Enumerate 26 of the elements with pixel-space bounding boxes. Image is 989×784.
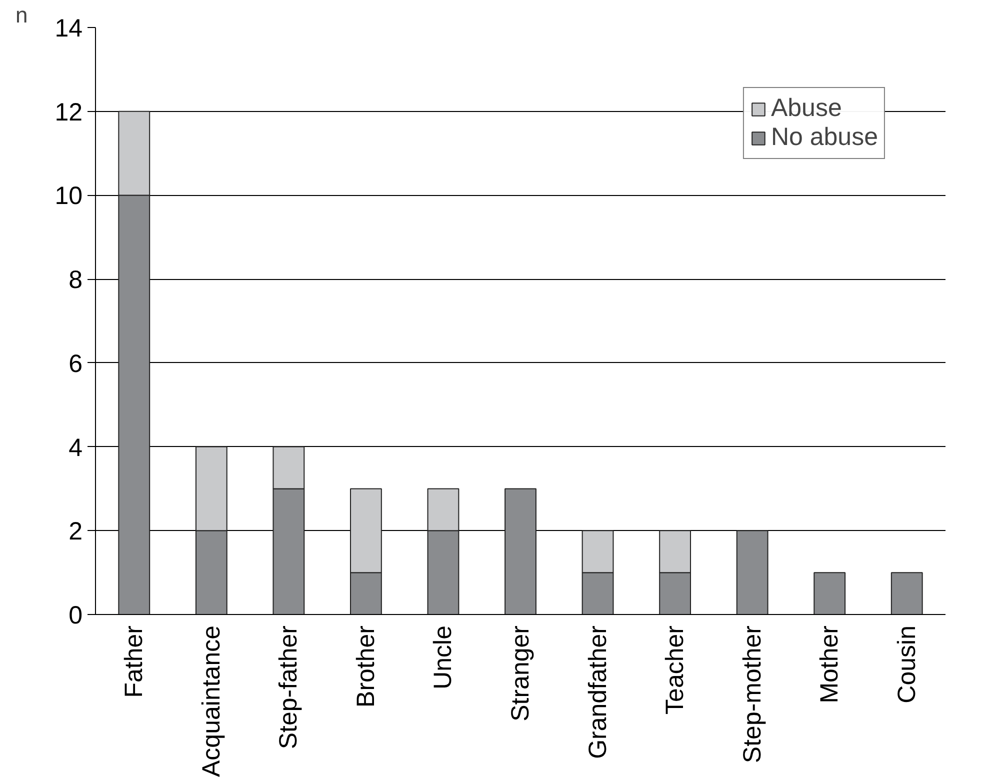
x-tick-label: Grandfather — [584, 625, 612, 759]
y-tick-label: 6 — [68, 350, 82, 378]
x-tick-label: Step-father — [274, 625, 303, 750]
x-tick-label: Brother — [352, 626, 380, 708]
y-tick-label: 10 — [54, 182, 83, 210]
bar — [736, 530, 768, 614]
x-tick-label: Acquaintance — [197, 625, 226, 777]
x-tick-label: Father — [120, 625, 148, 698]
bar — [890, 572, 923, 614]
y-tick-label: 8 — [68, 266, 82, 294]
y-tick-label: 2 — [68, 518, 82, 546]
legend-label: No abuse — [770, 123, 878, 152]
x-tick-label: Cousin — [892, 625, 921, 704]
y-axis-title: n — [16, 2, 28, 28]
legend-label: Abuse — [770, 94, 842, 123]
y-tick-label: 4 — [68, 434, 83, 462]
x-tick-label: Mother — [816, 625, 844, 704]
y-tick-label: 12 — [54, 98, 83, 126]
y-tick-label: 0 — [68, 602, 82, 630]
y-tick-label: 14 — [54, 14, 83, 42]
bar — [504, 488, 536, 614]
x-tick-label: Uncle — [429, 625, 458, 690]
x-tick-label: Teacher — [661, 625, 690, 714]
x-tick-label: Step-mother — [738, 626, 766, 764]
bar — [814, 572, 846, 614]
x-tick-label: Stranger — [506, 625, 534, 722]
